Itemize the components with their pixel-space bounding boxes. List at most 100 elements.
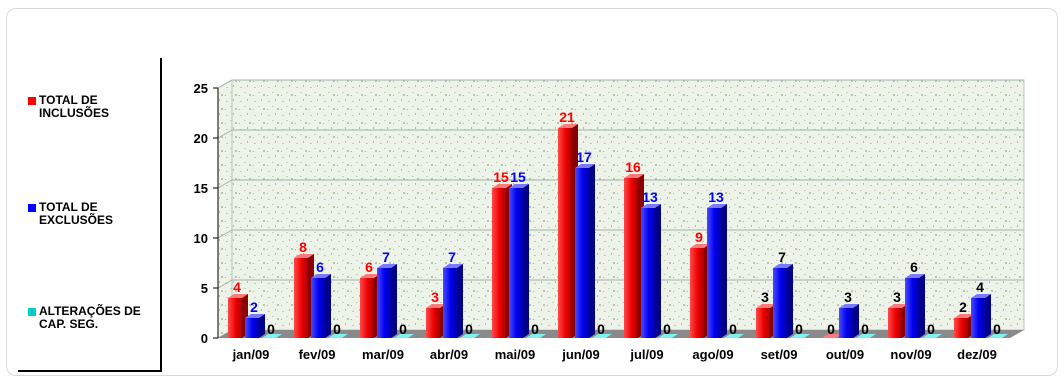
bar-2 [988,334,1008,338]
bar-1 [443,264,463,338]
bar-2 [592,334,612,338]
value-label: 0 [927,321,935,337]
y-tick-label: 5 [201,281,208,296]
value-label: 6 [316,259,324,275]
bar-top [690,244,710,248]
bar-top [360,274,380,278]
bar-side [325,274,331,338]
x-tick-label: mar/09 [362,347,404,362]
bar-top [311,274,331,278]
bar-face [773,268,787,338]
bar-1 [773,264,793,338]
value-label: 3 [844,289,852,305]
bar-2 [790,334,810,338]
value-label: 6 [365,259,373,275]
bar-top [426,304,446,308]
x-tick-label: abr/09 [430,347,468,362]
bar-face [311,278,325,338]
bar-face [492,188,506,338]
bar-top [592,334,612,338]
value-label: 0 [333,321,341,337]
bar-face [443,268,457,338]
bar-top [328,334,348,338]
bar-top [245,314,265,318]
value-label: 0 [597,321,605,337]
bar-2 [394,334,414,338]
bar-face [360,278,374,338]
bar-2 [328,334,348,338]
bar-top [922,334,942,338]
legend-item-inclusoes: TOTAL DE INCLUSÕES [28,94,169,120]
bar-2 [526,334,546,338]
bar-0 [822,334,842,338]
value-label: 4 [233,279,241,295]
gridline [217,129,1024,139]
bar-top [394,334,414,338]
bar-1 [641,204,661,338]
legend-item-exclusoes: TOTAL DE EXCLUSÕES [28,201,169,227]
bar-2 [724,334,744,338]
bar-face [690,248,704,338]
bar-top [641,204,661,208]
x-tick-label: mai/09 [495,347,535,362]
bar-1 [905,274,925,338]
bar-top [558,124,578,128]
bar-top [526,334,546,338]
bar-top [624,174,644,178]
bar-top [294,254,314,258]
value-label: 0 [267,321,275,337]
legend-divider [160,58,162,372]
gridline [217,179,1024,189]
bar-face [377,268,391,338]
value-label: 15 [510,169,526,185]
bar-side [457,264,463,338]
bar-face [624,178,638,338]
bar-side [919,274,925,338]
x-tick-label: out/09 [826,347,864,362]
gridline [217,279,1024,289]
bar-top [492,184,512,188]
bar-side [523,184,529,338]
value-label: 0 [993,321,1001,337]
bar-2 [856,334,876,338]
bar-top [756,304,776,308]
bar-1 [245,314,265,338]
bar-1 [839,304,859,338]
bar-face [294,258,308,338]
bar-top [377,264,397,268]
value-label: 17 [576,149,592,165]
x-tick-label: fev/09 [299,347,336,362]
bar-1 [575,164,595,338]
bar-face [245,318,259,338]
bar-top [443,264,463,268]
bar-side [985,294,991,338]
value-label: 6 [910,259,918,275]
bar-side [721,204,727,338]
value-label: 0 [531,321,539,337]
value-label: 4 [976,279,984,295]
bar-face [756,308,770,338]
x-tick-label: ago/09 [692,347,733,362]
bar-top [460,334,480,338]
bar-side [787,264,793,338]
value-label: 7 [778,249,786,265]
legend-swatch-cyan [28,308,36,316]
bar-face [905,278,919,338]
bar-top [509,184,529,188]
bar-side [655,204,661,338]
bar-top [988,334,1008,338]
legend-swatch-blue [28,204,36,212]
bar-face [954,318,968,338]
x-tick-label: set/09 [761,347,798,362]
value-label: 16 [625,159,641,175]
bar-face [641,208,655,338]
value-label: 0 [399,321,407,337]
legend-label-exclusoes: TOTAL DE EXCLUSÕES [39,200,114,227]
value-label: 7 [382,249,390,265]
bar-face [888,308,902,338]
plot-floor [218,330,1024,338]
bar-2 [658,334,678,338]
bar-top [905,274,925,278]
bar-top [262,334,282,338]
value-label: 0 [827,321,835,337]
